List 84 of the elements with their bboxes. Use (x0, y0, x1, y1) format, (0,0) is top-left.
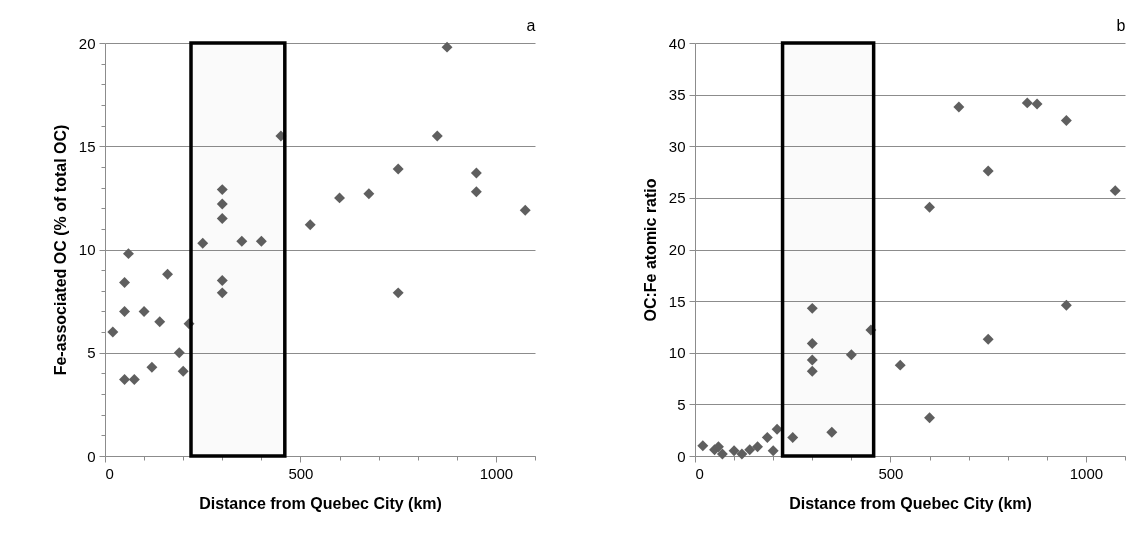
x-tick-label: 1000 (1069, 464, 1104, 482)
y-tick-label: 25 (668, 189, 686, 207)
y-axis-title: OC:Fe atomic ratio (641, 178, 659, 322)
point (236, 235, 248, 247)
point (216, 184, 228, 196)
point (716, 448, 728, 460)
point (767, 445, 779, 457)
point (216, 287, 228, 299)
point (806, 354, 818, 366)
point (119, 374, 131, 386)
point (183, 318, 195, 330)
point (806, 302, 818, 314)
point (826, 426, 838, 438)
point (363, 188, 375, 200)
point (736, 448, 748, 460)
point (1109, 185, 1121, 197)
y-tick-label: 0 (87, 447, 96, 465)
x-tick-label: 500 (878, 464, 904, 482)
point (334, 192, 346, 204)
point (787, 431, 799, 443)
x-tick-label: 1000 (479, 464, 514, 482)
point (470, 186, 482, 198)
y-tick-label: 20 (668, 241, 686, 258)
point (177, 365, 189, 377)
x-axis-title: Distance from Quebec City (km) (789, 494, 1032, 512)
point (392, 287, 404, 299)
point (470, 167, 482, 179)
point (982, 333, 994, 345)
y-tick-label: 30 (668, 137, 686, 155)
point (894, 359, 906, 371)
point (128, 374, 140, 386)
x-tick-label: 0 (695, 464, 704, 482)
point (255, 235, 267, 247)
x-axis-title: Distance from Quebec City (km) (199, 494, 442, 512)
y-tick-label: 35 (668, 86, 686, 104)
point (154, 316, 166, 328)
y-tick-label: 10 (668, 344, 686, 362)
point (138, 305, 150, 317)
y-tick-label: 40 (668, 34, 686, 52)
x-tick-label: 500 (288, 464, 314, 482)
point (865, 324, 877, 336)
point (924, 412, 936, 424)
point (924, 201, 936, 213)
point (197, 237, 209, 249)
y-tick-label: 0 (677, 447, 686, 465)
point (173, 347, 185, 359)
point (119, 277, 131, 289)
point (216, 275, 228, 286)
y-tick-label: 5 (677, 395, 686, 413)
point (697, 440, 709, 452)
y-tick-label: 20 (78, 34, 96, 52)
point (441, 41, 453, 53)
point (519, 204, 531, 216)
y-tick-label: 15 (668, 292, 686, 310)
point (1060, 114, 1072, 126)
point (953, 101, 965, 113)
point (1021, 97, 1033, 109)
point (162, 268, 174, 280)
point (1031, 98, 1043, 110)
chart-title: a (526, 17, 536, 34)
point (107, 326, 119, 338)
point (216, 198, 228, 210)
y-tick-label: 10 (78, 241, 96, 258)
point (806, 337, 818, 349)
point (119, 305, 131, 317)
point (304, 219, 316, 231)
point (392, 163, 404, 175)
point (982, 165, 994, 177)
point (431, 130, 443, 142)
y-tick-label: 5 (87, 344, 96, 362)
point (845, 349, 857, 361)
point (1060, 299, 1072, 311)
point (216, 213, 228, 224)
point (728, 445, 740, 457)
point (806, 365, 818, 377)
x-tick-label: 0 (105, 464, 114, 482)
point (744, 444, 756, 456)
y-axis-title: Fe-associated OC (% of total OC) (51, 124, 69, 376)
point (752, 441, 764, 453)
chart-title: b (1116, 17, 1126, 34)
point (761, 431, 773, 443)
point (122, 248, 134, 260)
y-tick-label: 15 (78, 137, 96, 155)
point (146, 361, 158, 373)
